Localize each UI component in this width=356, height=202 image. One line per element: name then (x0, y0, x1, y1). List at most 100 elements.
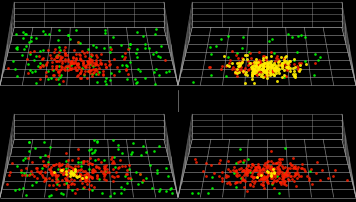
Point (252, 59, 258, 62)
Point (64, 152, 69, 155)
Point (96, 166, 102, 169)
Point (64, 174, 70, 177)
Point (309, 183, 314, 186)
Point (75, 62, 81, 65)
Point (31, 175, 37, 178)
Point (53, 175, 59, 178)
Point (59, 56, 64, 59)
Point (89, 147, 94, 150)
Point (293, 173, 299, 176)
Point (163, 166, 169, 170)
Point (268, 73, 274, 76)
Point (22, 174, 28, 177)
Point (250, 71, 255, 74)
Point (262, 64, 268, 67)
Point (78, 76, 83, 79)
Point (74, 62, 80, 65)
Point (115, 143, 120, 146)
Point (85, 61, 90, 64)
Point (193, 161, 199, 164)
Point (140, 34, 146, 38)
Point (67, 37, 73, 41)
Point (26, 174, 32, 177)
Point (271, 72, 276, 75)
Point (189, 191, 194, 194)
Point (260, 56, 266, 59)
Point (92, 68, 98, 71)
Point (244, 171, 249, 175)
Point (269, 181, 275, 184)
Point (269, 168, 275, 171)
Point (288, 174, 294, 178)
Point (29, 184, 35, 187)
Point (251, 72, 257, 75)
Point (56, 74, 62, 77)
Point (192, 157, 198, 161)
Point (234, 174, 240, 178)
Point (66, 165, 72, 168)
Point (59, 169, 64, 172)
Point (292, 167, 297, 170)
Point (77, 174, 83, 177)
Point (279, 170, 285, 174)
Point (158, 45, 163, 48)
Point (227, 58, 233, 61)
Point (253, 62, 259, 65)
Point (245, 158, 250, 161)
Point (86, 57, 92, 60)
Point (56, 51, 61, 54)
Point (268, 164, 274, 167)
Point (101, 164, 106, 167)
Point (262, 161, 268, 164)
Point (207, 66, 213, 69)
Point (225, 174, 231, 177)
Point (125, 177, 131, 180)
Point (142, 42, 148, 45)
Point (163, 70, 169, 74)
Point (272, 67, 277, 70)
Point (287, 161, 293, 165)
Point (276, 172, 282, 175)
Point (133, 82, 138, 85)
Point (297, 68, 302, 72)
Point (27, 52, 32, 55)
Point (298, 174, 304, 177)
Point (122, 51, 127, 54)
Point (284, 169, 290, 172)
Point (260, 67, 266, 70)
Point (249, 73, 255, 76)
Point (244, 70, 249, 74)
Point (261, 55, 267, 58)
Point (258, 75, 263, 78)
Point (98, 61, 103, 65)
Point (233, 173, 239, 176)
Point (286, 32, 291, 35)
Point (21, 47, 27, 50)
Point (108, 157, 114, 161)
Point (264, 166, 270, 169)
Point (266, 166, 272, 170)
Point (253, 179, 258, 182)
Point (268, 173, 274, 176)
Point (294, 64, 300, 68)
Point (58, 65, 64, 68)
Point (257, 63, 263, 66)
Point (88, 183, 94, 187)
Point (237, 181, 242, 184)
Point (264, 64, 270, 67)
Point (209, 186, 215, 190)
Point (89, 152, 95, 155)
Point (101, 177, 106, 181)
Point (102, 32, 108, 35)
Point (293, 72, 298, 76)
Point (225, 56, 231, 59)
Point (275, 60, 281, 63)
Point (270, 173, 276, 176)
Point (82, 74, 87, 77)
Point (255, 172, 261, 176)
Point (73, 28, 79, 31)
Point (73, 170, 78, 173)
Point (26, 40, 31, 43)
Point (73, 172, 79, 175)
Point (102, 165, 108, 168)
